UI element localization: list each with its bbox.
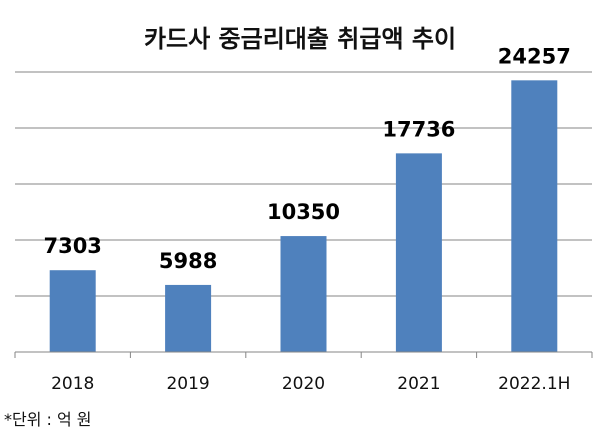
data-label: 24257 bbox=[498, 44, 571, 68]
bars bbox=[49, 80, 558, 353]
x-axis-labels: 2018 2019 2020 2021 2022.1H bbox=[51, 374, 570, 394]
data-label: 10350 bbox=[267, 200, 340, 224]
bar bbox=[49, 270, 96, 352]
data-label: 17736 bbox=[382, 117, 455, 141]
unit-note: *단위 : 억 원 bbox=[4, 410, 92, 429]
x-tick-label: 2021 bbox=[397, 374, 440, 394]
x-axis-ticks bbox=[14, 352, 593, 358]
bar bbox=[511, 80, 558, 353]
bar bbox=[165, 284, 212, 352]
data-label: 7303 bbox=[43, 234, 101, 258]
bar bbox=[395, 153, 442, 352]
data-label: 5988 bbox=[159, 249, 217, 273]
x-tick-label: 2019 bbox=[166, 374, 209, 394]
data-labels: 7303 5988 10350 17736 24257 bbox=[43, 44, 570, 273]
gridlines bbox=[15, 71, 592, 297]
x-tick-label: 2022.1H bbox=[498, 374, 570, 394]
chart-title: 카드사 중금리대출 취급액 추이 bbox=[144, 25, 456, 53]
x-tick-label: 2020 bbox=[282, 374, 325, 394]
bar bbox=[280, 236, 327, 352]
x-tick-label: 2018 bbox=[51, 374, 94, 394]
